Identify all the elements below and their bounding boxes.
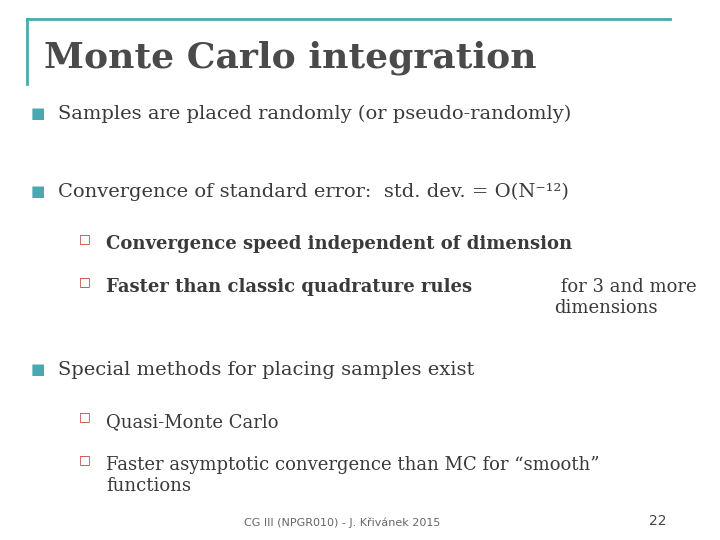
Text: ■: ■: [31, 362, 45, 377]
Text: CG III (NPGR010) - J. Křivánek 2015: CG III (NPGR010) - J. Křivánek 2015: [243, 518, 440, 528]
Text: Quasi-Monte Carlo: Quasi-Monte Carlo: [106, 413, 279, 431]
Text: Monte Carlo integration: Monte Carlo integration: [45, 40, 537, 75]
Text: Special methods for placing samples exist: Special methods for placing samples exis…: [58, 361, 474, 379]
Text: □: □: [78, 454, 91, 467]
Text: Samples are placed randomly (or pseudo-randomly): Samples are placed randomly (or pseudo-r…: [58, 104, 572, 123]
Text: ■: ■: [31, 106, 45, 121]
Text: Convergence speed independent of dimension: Convergence speed independent of dimensi…: [106, 235, 572, 253]
Text: Faster than classic quadrature rules: Faster than classic quadrature rules: [106, 278, 472, 296]
Text: □: □: [78, 232, 91, 245]
Text: Faster than classic quadrature rules: Faster than classic quadrature rules: [106, 278, 472, 296]
Text: Faster asymptotic convergence than MC for “smooth”
functions: Faster asymptotic convergence than MC fo…: [106, 456, 600, 495]
Text: □: □: [78, 410, 91, 423]
Text: □: □: [78, 275, 91, 288]
Text: ■: ■: [31, 184, 45, 199]
Text: Convergence of standard error:  std. dev. = O(N⁻¹²): Convergence of standard error: std. dev.…: [58, 183, 569, 201]
Text: 22: 22: [649, 514, 667, 528]
Text: for 3 and more
dimensions: for 3 and more dimensions: [554, 278, 696, 317]
